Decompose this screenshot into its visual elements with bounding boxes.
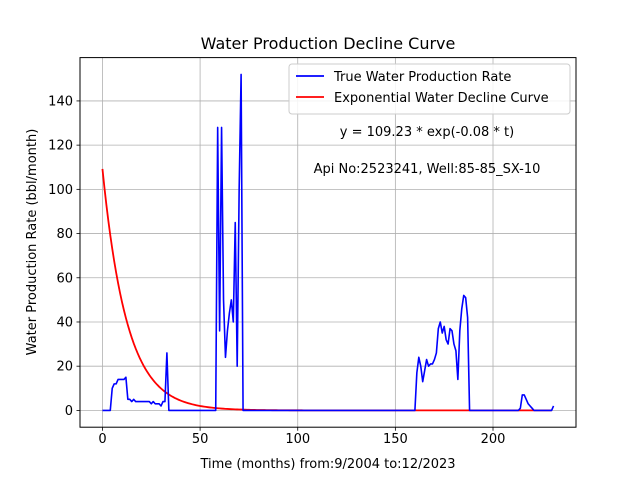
y-tick-label: 0: [65, 404, 73, 419]
plot-frame: [79, 57, 577, 428]
y-tick-label: 60: [56, 271, 73, 286]
legend-box: [288, 63, 571, 115]
y-axis-label: Water Production Rate (bbl/month): [25, 129, 40, 356]
x-tick-label: 200: [481, 432, 506, 447]
x-axis-label: Time (months) from:9/2004 to:12/2023: [199, 457, 455, 472]
x-tick-label: 0: [98, 432, 106, 447]
equation-annotation: y = 109.23 * exp(-0.08 * t): [340, 125, 514, 140]
grid: [80, 57, 576, 428]
legend-label-exponential: Exponential Water Decline Curve: [334, 91, 549, 106]
well-annotation: Api No:2523241, Well:85-85_SX-10: [314, 162, 541, 177]
y-tick-label: 140: [48, 94, 73, 109]
legend: True Water Production Rate Exponential W…: [288, 63, 571, 115]
axis-ticks: 0 50 100 150 200 0 20 40 60 80 100 120 140: [48, 94, 505, 447]
y-tick-label: 100: [48, 183, 73, 198]
x-tick-label: 150: [383, 432, 408, 447]
y-tick-label: 120: [48, 139, 73, 154]
y-tick-label: 40: [56, 315, 73, 330]
y-tick-label: 80: [56, 227, 73, 242]
plot-series: [101, 73, 555, 412]
x-tick-label: 100: [285, 432, 310, 447]
legend-label-true-water: True Water Production Rate: [333, 70, 511, 85]
x-tick-label: 50: [192, 432, 209, 447]
series-line-true-water: [102, 73, 555, 412]
y-tick-label: 20: [56, 360, 73, 375]
chart-title: Water Production Decline Curve: [201, 34, 456, 53]
